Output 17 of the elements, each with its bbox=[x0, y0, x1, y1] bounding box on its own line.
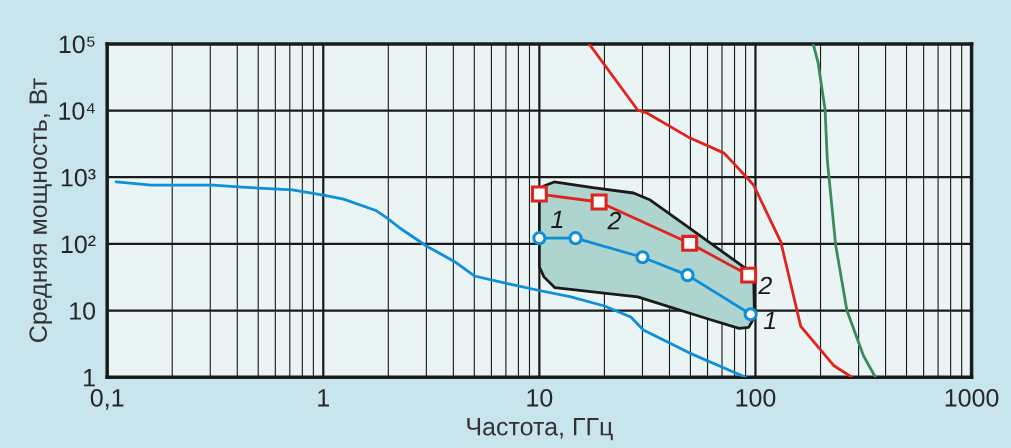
series-label: 1 bbox=[763, 311, 775, 330]
y-tick-label: 10⁴ bbox=[59, 102, 95, 120]
y-tick-label: 10⁵ bbox=[59, 35, 95, 54]
x-tick-label: 1000 bbox=[945, 388, 999, 407]
x-tick-label: 10 bbox=[527, 388, 553, 407]
y-axis-title: Средняя мощность, Вт bbox=[29, 78, 52, 342]
series-label: 2 bbox=[607, 211, 621, 230]
y-tick-label: 10 bbox=[70, 302, 96, 320]
x-tick-label: 1 bbox=[318, 389, 329, 407]
x-tick-label: 0,1 bbox=[90, 388, 124, 410]
y-tick-label: 10² bbox=[61, 235, 96, 254]
text: 1 bbox=[551, 210, 563, 228]
y-tick-label: 10³ bbox=[61, 168, 96, 187]
x-axis-title: Частота, ГГц bbox=[467, 418, 613, 441]
x-tick-label: 100 bbox=[736, 388, 776, 407]
text: 2 bbox=[758, 276, 772, 295]
y-tick-label: 1 bbox=[84, 369, 95, 387]
